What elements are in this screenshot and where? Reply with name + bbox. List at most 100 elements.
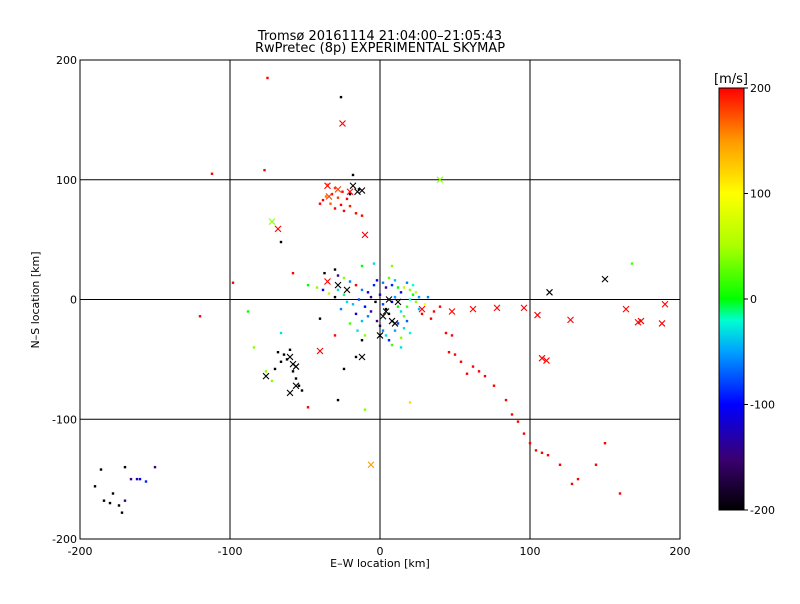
dot-marker: [94, 485, 96, 487]
dot-marker: [394, 296, 396, 298]
dot-marker: [136, 478, 138, 480]
dot-marker: [388, 277, 390, 279]
dot-marker: [374, 301, 376, 303]
dot-marker: [340, 204, 342, 206]
dot-marker: [274, 368, 276, 370]
dot-marker: [118, 504, 120, 506]
dot-marker: [130, 478, 132, 480]
dot-marker: [391, 344, 393, 346]
dot-marker: [280, 241, 282, 243]
dot-marker: [403, 327, 405, 329]
dot-marker: [316, 286, 318, 288]
dot-marker: [154, 466, 156, 468]
dot-marker: [271, 380, 273, 382]
dot-marker: [352, 174, 354, 176]
dot-marker: [265, 370, 267, 372]
dot-marker: [385, 334, 387, 336]
dot-marker: [346, 198, 348, 200]
dot-marker: [343, 210, 345, 212]
dot-marker: [397, 305, 399, 307]
dot-marker: [439, 305, 441, 307]
dot-marker: [361, 289, 363, 291]
dot-marker: [388, 339, 390, 341]
dot-marker: [523, 432, 525, 434]
dot-marker: [103, 499, 105, 501]
dot-marker: [427, 296, 429, 298]
dot-marker: [280, 361, 282, 363]
dot-marker: [409, 289, 411, 291]
dot-marker: [355, 356, 357, 358]
dot-marker: [247, 310, 249, 312]
dot-marker: [400, 310, 402, 312]
dot-marker: [356, 329, 358, 331]
dot-marker: [292, 370, 294, 372]
dot-marker: [451, 334, 453, 336]
dot-marker: [319, 317, 321, 319]
dot-marker: [319, 203, 321, 205]
dot-marker: [145, 480, 147, 482]
colorbar-label: [m/s]: [714, 72, 748, 87]
dot-marker: [619, 492, 621, 494]
dot-marker: [298, 385, 300, 387]
dot-marker: [307, 406, 309, 408]
dot-marker: [394, 329, 396, 331]
dot-marker: [604, 442, 606, 444]
dot-marker: [412, 294, 414, 296]
dot-marker: [361, 265, 363, 267]
dot-marker: [334, 268, 336, 270]
dot-marker: [466, 373, 468, 375]
dot-marker: [400, 291, 402, 293]
dot-marker: [349, 205, 351, 207]
y-axis-ticks: -200 -100 0 100 200: [52, 54, 77, 546]
dot-marker: [343, 277, 345, 279]
dot-marker: [379, 294, 381, 296]
dot-marker: [361, 339, 363, 341]
dot-marker: [412, 284, 414, 286]
dot-marker: [382, 303, 384, 305]
dot-marker: [430, 317, 432, 319]
y-tick-label: 100: [56, 174, 77, 187]
x-axis-label: E–W location [km]: [330, 557, 430, 570]
dot-marker: [400, 346, 402, 348]
dot-marker: [337, 399, 339, 401]
dot-marker: [109, 502, 111, 504]
dot-marker: [409, 332, 411, 334]
chart-subtitle: RwPretec (8p) EXPERIMENTAL SKYMAP: [255, 41, 505, 56]
dot-marker: [337, 274, 339, 276]
dot-marker: [358, 298, 360, 300]
dot-marker: [373, 262, 375, 264]
dot-marker: [349, 322, 351, 324]
dot-marker: [301, 389, 303, 391]
dot-marker: [529, 442, 531, 444]
dot-marker: [493, 385, 495, 387]
dot-marker: [394, 279, 396, 281]
dot-marker: [355, 284, 357, 286]
dot-marker: [139, 478, 141, 480]
dot-marker: [329, 203, 331, 205]
colorbar: [719, 88, 744, 510]
dot-marker: [448, 351, 450, 353]
y-tick-label: -100: [52, 413, 77, 426]
dot-marker: [343, 294, 345, 296]
dot-marker: [364, 305, 366, 307]
dot-marker: [121, 511, 123, 513]
dot-marker: [535, 449, 537, 451]
dot-marker: [433, 310, 435, 312]
dot-marker: [307, 284, 309, 286]
y-tick-label: 200: [56, 54, 77, 67]
dot-marker: [571, 483, 573, 485]
dot-marker: [355, 313, 357, 315]
colorbar-tick-label: -100: [750, 399, 775, 412]
dot-marker: [232, 282, 234, 284]
dot-marker: [355, 212, 357, 214]
dot-marker: [266, 77, 268, 79]
dot-marker: [337, 289, 339, 291]
dot-marker: [280, 332, 282, 334]
dot-marker: [541, 452, 543, 454]
dot-marker: [370, 296, 372, 298]
x-tick-label: -100: [218, 545, 243, 558]
dot-marker: [352, 303, 354, 305]
dot-marker: [511, 413, 513, 415]
dot-marker: [325, 195, 327, 197]
y-axis-label: N–S location [km]: [29, 251, 42, 348]
